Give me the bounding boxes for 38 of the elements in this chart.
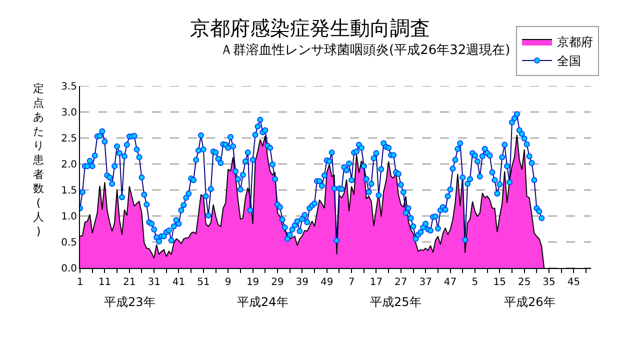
y-tick-label: 1.5 xyxy=(61,186,77,196)
text: 平成25年 xyxy=(370,295,422,309)
x-tick-label: 49 xyxy=(320,277,334,288)
x-tick-label: 41 xyxy=(172,277,186,288)
y-tick-label: 2.0 xyxy=(61,160,77,170)
x-tick-label: 35 xyxy=(542,277,556,288)
x-tick-label: 45 xyxy=(567,277,580,288)
x-tick-label: 39 xyxy=(296,277,309,288)
x-tick-label: 47 xyxy=(444,277,457,288)
x-tick-label: 21 xyxy=(123,277,136,288)
x-tick-label: 5 xyxy=(472,277,478,288)
x-tick-label: 27 xyxy=(394,277,408,288)
x-tick-label: 7 xyxy=(348,277,355,288)
x-tick-label: 25 xyxy=(518,277,531,288)
y-tick-label: 3.0 xyxy=(61,108,77,118)
x-tick-label: 19 xyxy=(246,277,260,288)
x-tick-label: 1 xyxy=(76,277,84,288)
x-tick-label: 15 xyxy=(493,277,506,288)
x-tick-label: 51 xyxy=(197,277,210,288)
text: 平成23年 xyxy=(104,295,156,309)
x-tick-label: 17 xyxy=(370,277,383,288)
x-tick-label: 29 xyxy=(271,277,284,288)
legend-label: 京都府 xyxy=(557,35,593,50)
x-tick-label: 9 xyxy=(224,277,232,288)
x-tick-label: 37 xyxy=(419,277,432,288)
y-tick-label: 3.5 xyxy=(61,82,77,92)
legend-label: 全国 xyxy=(557,54,581,68)
text: 平成24年 xyxy=(237,295,288,309)
y-tick-label: 0.5 xyxy=(61,238,77,248)
chart-subtitle: Ａ群溶血性レンサ球菌咽頭炎(平成26年32週現在) xyxy=(220,42,510,58)
chart-title: 京都府感染症発生動向調査 xyxy=(190,16,430,40)
x-tick-label: 31 xyxy=(148,277,160,288)
text: 定点あたり患者数(人) xyxy=(33,82,44,238)
x-tick-label: 11 xyxy=(98,277,112,288)
y-tick-label: 0.0 xyxy=(61,264,77,274)
text: 平成26年 xyxy=(504,295,556,309)
y-tick-label: 2.5 xyxy=(61,134,77,144)
y-tick-label: 1.0 xyxy=(61,212,77,222)
